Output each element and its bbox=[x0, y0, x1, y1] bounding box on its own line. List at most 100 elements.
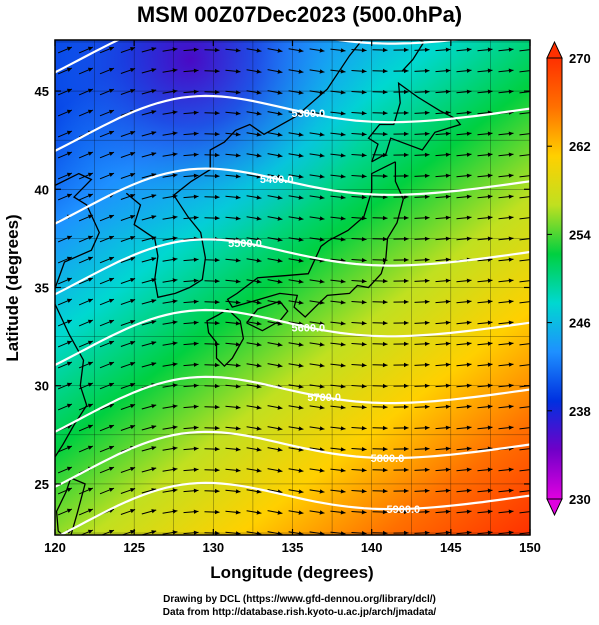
wind-arrow-head bbox=[340, 132, 346, 137]
wind-arrow-head bbox=[214, 446, 220, 452]
wind-arrow-head bbox=[340, 510, 346, 515]
wind-arrow-head bbox=[66, 361, 72, 366]
wind-arrow-head bbox=[130, 152, 136, 157]
wind-arrow-head bbox=[424, 341, 430, 346]
wind-arrow-head bbox=[172, 425, 178, 430]
wind-arrow-head bbox=[277, 426, 283, 431]
wind-arrow-head bbox=[151, 341, 157, 346]
axis-ticks: 120 125 130 135 140 145 150 25 30 35 40 45 bbox=[35, 40, 541, 555]
x-axis-label: Longitude (degrees) bbox=[210, 563, 373, 582]
wind-arrow-head bbox=[508, 320, 514, 325]
wind-arrow-head bbox=[424, 152, 430, 157]
contour-label: 5300.0 bbox=[292, 108, 326, 120]
wind-arrow-head bbox=[172, 299, 178, 304]
wind-arrow-head bbox=[193, 110, 199, 115]
wind-arrow bbox=[519, 49, 530, 52]
wind-arrow-head bbox=[87, 445, 93, 450]
wind-arrow-head bbox=[298, 90, 304, 95]
wind-arrow-head bbox=[466, 215, 472, 220]
wind-arrow-head bbox=[109, 67, 114, 72]
wind-arrow bbox=[519, 427, 530, 430]
wind-arrow-head bbox=[66, 193, 72, 198]
wind-arrow-head bbox=[424, 47, 430, 52]
wind-arrow-head bbox=[256, 90, 262, 95]
y-tick-label: 30 bbox=[35, 379, 49, 394]
wind-arrow-head bbox=[382, 341, 388, 347]
wind-arrow-head bbox=[277, 363, 283, 368]
wind-arrow-head bbox=[340, 90, 346, 95]
wind-arrow-head bbox=[508, 278, 514, 283]
wind-arrow-head bbox=[340, 321, 346, 326]
wind-arrow-head bbox=[319, 132, 325, 137]
wind-arrow-head bbox=[319, 405, 325, 410]
wind-arrow bbox=[519, 301, 530, 304]
wind-arrow-head bbox=[404, 404, 409, 410]
wind-arrow-head bbox=[298, 300, 304, 305]
wind-arrow-head bbox=[256, 531, 262, 535]
wind-arrow-head bbox=[298, 363, 304, 368]
wind-arrow-head bbox=[424, 215, 430, 220]
wind-arrow-head bbox=[487, 278, 493, 283]
wind-arrow-head bbox=[130, 68, 136, 73]
wind-arrow-head bbox=[109, 46, 114, 51]
wind-arrow-head bbox=[508, 425, 514, 430]
wind-arrow-head bbox=[319, 279, 325, 284]
wind-arrow-head bbox=[466, 341, 472, 346]
contour-label: 5400.0 bbox=[260, 174, 294, 186]
wind-arrow-head bbox=[404, 467, 409, 473]
wind-arrow-head bbox=[277, 510, 283, 515]
wind-arrow-head bbox=[445, 404, 451, 409]
wind-arrow-head bbox=[298, 384, 304, 389]
height-contour bbox=[55, 375, 530, 434]
wind-arrow-head bbox=[214, 488, 220, 494]
wind-arrow-head bbox=[445, 215, 451, 220]
wind-arrow-head bbox=[130, 362, 136, 367]
wind-arrow-head bbox=[277, 279, 283, 284]
wind-arrow-head bbox=[87, 151, 93, 156]
wind-arrow-head bbox=[508, 257, 514, 262]
wind-arrow-head bbox=[256, 237, 262, 242]
wind-arrow-head bbox=[466, 89, 472, 94]
wind-arrow-head bbox=[277, 90, 283, 95]
wind-arrow-head bbox=[382, 320, 388, 326]
wind-arrow-head bbox=[361, 237, 367, 242]
wind-arrow-head bbox=[172, 362, 178, 367]
wind-arrow-head bbox=[87, 67, 93, 72]
wind-arrow-head bbox=[87, 487, 93, 492]
wind-arrow-head bbox=[404, 425, 409, 431]
wind-arrow-head bbox=[298, 258, 304, 263]
wind-arrow-head bbox=[172, 404, 178, 409]
wind-arrow-head bbox=[130, 383, 136, 388]
wind-arrow-head bbox=[256, 447, 262, 452]
wind-arrow-head bbox=[214, 509, 220, 515]
wind-arrow-head bbox=[151, 194, 157, 199]
wind-arrow-head bbox=[130, 509, 136, 514]
wind-arrow-head bbox=[466, 110, 472, 115]
wind-arrow-head bbox=[151, 215, 157, 220]
wind-arrow-head bbox=[130, 488, 136, 493]
wind-arrow-head bbox=[404, 383, 409, 389]
wind-arrow-head bbox=[340, 237, 346, 242]
wind-arrow-head bbox=[445, 236, 451, 241]
wind-arrow-head bbox=[466, 173, 472, 178]
wind-arrow-head bbox=[66, 382, 72, 387]
wind-arrow-head bbox=[277, 531, 283, 535]
wind-arrow-head bbox=[214, 257, 220, 263]
wind-arrow-head bbox=[340, 405, 346, 410]
wind-arrow-head bbox=[487, 173, 493, 178]
wind-arrow-head bbox=[361, 300, 367, 305]
wind-arrow-head bbox=[235, 531, 241, 535]
wind-arrow-head bbox=[130, 299, 136, 304]
wind-arrow-head bbox=[87, 403, 93, 408]
wind-arrow-head bbox=[298, 132, 304, 137]
wind-arrow-head bbox=[193, 278, 199, 283]
wind-arrow bbox=[519, 133, 530, 136]
wind-arrow-head bbox=[256, 69, 262, 74]
wind-arrow-head bbox=[235, 321, 241, 326]
wind-arrow-head bbox=[361, 132, 367, 137]
wind-arrow-head bbox=[445, 467, 451, 472]
wind-arrow-head bbox=[256, 468, 262, 473]
wind-arrow bbox=[519, 154, 530, 157]
wind-arrow-head bbox=[109, 424, 114, 429]
wind-arrow-head bbox=[424, 446, 430, 451]
